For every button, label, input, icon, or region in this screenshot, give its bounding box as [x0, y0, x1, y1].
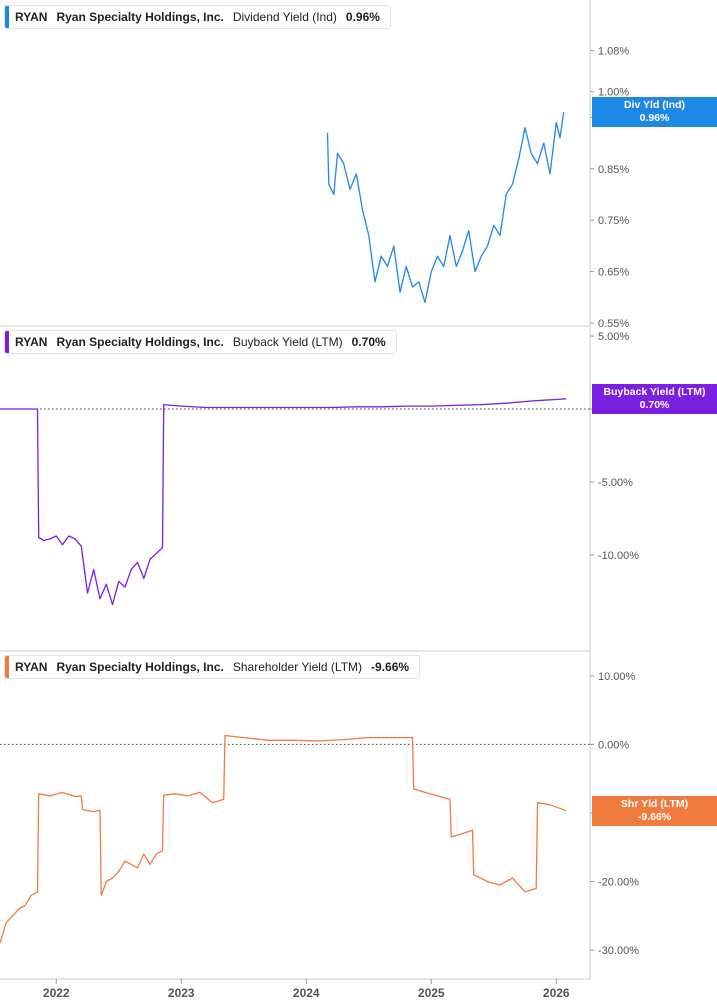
- legend-value: -9.66%: [371, 660, 410, 674]
- y-tick-label: 0.00%: [598, 739, 629, 751]
- legend-value: 0.96%: [345, 10, 380, 24]
- legend-company: Ryan Specialty Holdings, Inc.: [56, 660, 224, 674]
- legend-metric: Shareholder Yield (LTM): [232, 660, 363, 674]
- y-tick-label: -10.00%: [598, 550, 639, 562]
- y-tick-label: 1.08%: [598, 46, 629, 58]
- value-tag-label: Shr Yld (LTM): [620, 797, 689, 810]
- legend-ticker: RYAN: [15, 335, 48, 349]
- legend-buyback-yield: RYAN Ryan Specialty Holdings, Inc. Buyba…: [4, 330, 397, 354]
- x-tick-label: 2025: [418, 986, 445, 1000]
- legend-swatch: [5, 6, 9, 28]
- legend-shareholder-yield: RYAN Ryan Specialty Holdings, Inc. Share…: [4, 655, 421, 679]
- value-tag-value: 0.96%: [639, 112, 670, 125]
- x-tick-label: 2026: [543, 986, 570, 1000]
- y-tick-label: 1.00%: [598, 87, 629, 99]
- value-tag-label: Buyback Yield (LTM): [603, 385, 706, 398]
- legend-ticker: RYAN: [15, 10, 48, 24]
- value-tag-dividend-yield: Div Yld (Ind) 0.96%: [592, 97, 717, 128]
- legend-swatch: [5, 656, 9, 678]
- legend-metric: Dividend Yield (Ind): [232, 10, 337, 24]
- legend-company: Ryan Specialty Holdings, Inc.: [56, 335, 224, 349]
- series-line-shareholder-yield: [0, 734, 567, 944]
- y-tick-label: 0.55%: [598, 318, 629, 330]
- x-tick-label: 2024: [293, 986, 320, 1000]
- legend-ticker: RYAN: [15, 660, 48, 674]
- legend-dividend-yield: RYAN Ryan Specialty Holdings, Inc. Divid…: [4, 5, 391, 29]
- legend-swatch: [5, 331, 9, 353]
- x-tick-label: 2023: [168, 986, 195, 1000]
- legend-company: Ryan Specialty Holdings, Inc.: [56, 10, 224, 24]
- y-tick-label: 0.65%: [598, 267, 629, 279]
- series-line-dividend-yield: [326, 112, 565, 304]
- y-tick-label: -5.00%: [598, 477, 633, 489]
- value-tag-label: Div Yld (Ind): [623, 99, 686, 112]
- legend-value: 0.70%: [351, 335, 386, 349]
- value-tag-value: 0.70%: [639, 398, 670, 411]
- series-line-buyback-yield: [0, 398, 567, 606]
- y-tick-label: 0.75%: [598, 215, 629, 227]
- legend-metric: Buyback Yield (LTM): [232, 335, 343, 349]
- value-tag-buyback-yield: Buyback Yield (LTM) 0.70%: [592, 383, 717, 414]
- y-tick-label: -30.00%: [598, 945, 639, 957]
- y-tick-label: -20.00%: [598, 877, 639, 889]
- y-tick-label: 0.85%: [598, 164, 629, 176]
- y-tick-label: 5.00%: [598, 331, 629, 343]
- value-tag-value: -9.66%: [637, 810, 672, 823]
- value-tag-shareholder-yield: Shr Yld (LTM) -9.66%: [592, 795, 717, 826]
- y-tick-label: 10.00%: [598, 671, 636, 683]
- x-tick-label: 2022: [43, 986, 70, 1000]
